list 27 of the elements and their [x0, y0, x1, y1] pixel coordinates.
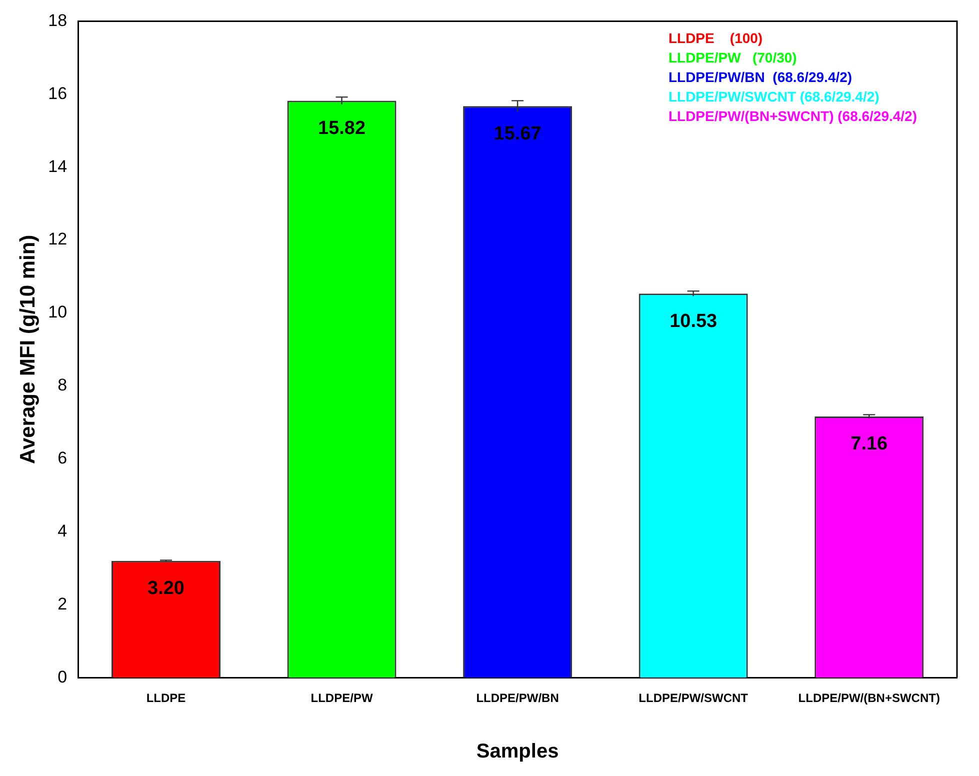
data-label: 3.20 — [148, 578, 184, 600]
y-tick-label: 4 — [58, 521, 68, 540]
data-label: 10.53 — [670, 310, 718, 332]
data-label: 15.67 — [494, 123, 542, 144]
text: LLDPE/PW/(BN+SWCNT) (68.6/29.4/2) — [668, 108, 918, 124]
y-tick-label: 6 — [58, 448, 68, 468]
y-tick-label: 10 — [48, 302, 68, 322]
x-tick-label: LLDPE/PW/(BN+SWCNT) — [798, 691, 940, 706]
text: LLDPE/PW/BN (68.6/29.4/2) — [668, 69, 852, 86]
x-tick-label: LLDPE/PW/SWCNT — [638, 691, 749, 706]
y-tick-label: 8 — [58, 376, 68, 395]
x-tick-label: LLDPE/PW/BN — [476, 691, 559, 706]
text: LLDPE (100) — [668, 30, 763, 46]
y-tick-label: 2 — [58, 594, 68, 614]
text: LLDPE/PW (70/30) — [668, 50, 797, 66]
data-label: 7.16 — [850, 434, 888, 455]
x-tick-label: LLDPE/PW — [310, 691, 374, 706]
text: LLDPE/PW/SWCNT (68.6/29.4/2) — [668, 88, 880, 105]
x-tick-label: LLDPE — [146, 691, 186, 706]
y-tick-label: 14 — [48, 156, 68, 176]
y-tick-label: 12 — [48, 230, 68, 249]
y-tick-label: 16 — [48, 84, 68, 103]
y-tick-label: 18 — [48, 10, 68, 30]
y-tick-label: 0 — [58, 667, 68, 686]
x-axis-title: Samples — [476, 740, 559, 763]
data-label: 15.82 — [318, 118, 366, 139]
y-axis-title: Average MFI (g/10 min) — [16, 234, 40, 464]
